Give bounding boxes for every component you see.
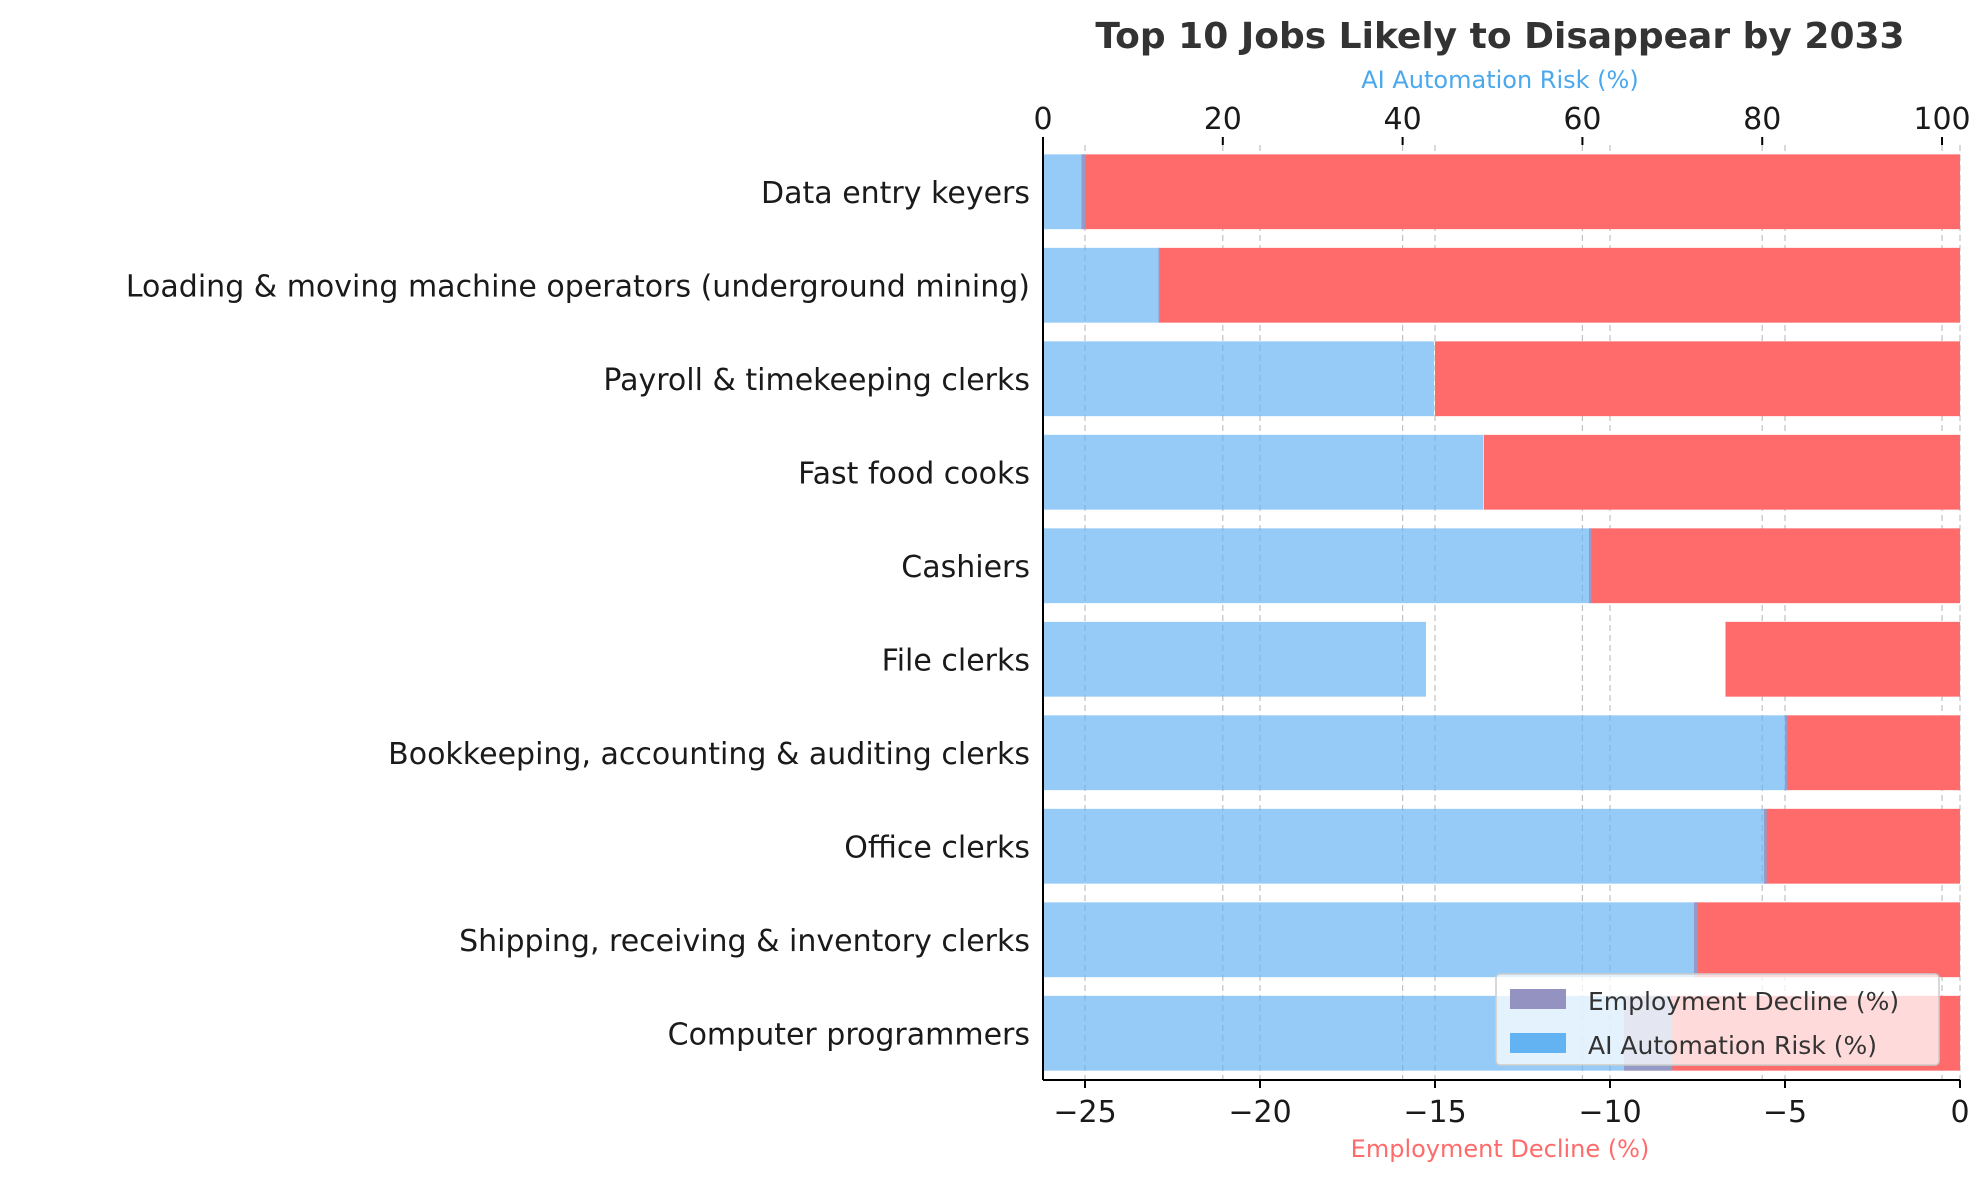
bar-employment-decline — [1694, 902, 1960, 978]
bar-ai-automation-risk — [1043, 902, 1698, 978]
bottom-tick-label: −25 — [1053, 1095, 1116, 1130]
bar-ai-automation-risk — [1043, 341, 1435, 417]
bottom-tick-label: −5 — [1763, 1095, 1807, 1130]
chart-title: Top 10 Jobs Likely to Disappear by 2033 — [1095, 16, 1904, 57]
category-label: Payroll & timekeeping clerks — [603, 363, 1030, 398]
legend-label-employment-decline: Employment Decline (%) — [1588, 987, 1899, 1016]
bottom-tick-label: −20 — [1228, 1095, 1291, 1130]
bar-employment-decline — [1081, 154, 1960, 230]
bar-employment-decline — [1725, 621, 1960, 697]
top-tick-label: 0 — [1033, 102, 1052, 137]
legend-label-ai-automation-risk: AI Automation Risk (%) — [1588, 1031, 1877, 1060]
bar-employment-decline — [1484, 434, 1960, 510]
category-label: Data entry keyers — [761, 176, 1030, 211]
category-label: Fast food cooks — [798, 456, 1030, 491]
category-label: Cashiers — [901, 550, 1030, 585]
bars — [1043, 154, 1960, 1071]
bar-ai-automation-risk — [1043, 434, 1484, 510]
category-label: Shipping, receiving & inventory clerks — [459, 924, 1030, 959]
bar-ai-automation-risk — [1043, 154, 1086, 230]
bar-ai-automation-risk — [1043, 528, 1592, 604]
category-labels: Data entry keyers Loading & moving machin… — [126, 176, 1030, 1053]
legend-swatch-employment-decline — [1510, 989, 1566, 1009]
bottom-tick-label: −15 — [1403, 1095, 1466, 1130]
legend-box — [1495, 973, 1940, 1066]
bar-employment-decline — [1158, 247, 1960, 323]
bar-ai-automation-risk — [1043, 808, 1767, 884]
top-tick-label: 40 — [1384, 102, 1422, 137]
bar-employment-decline — [1764, 808, 1960, 884]
category-label: Loading & moving machine operators (unde… — [126, 269, 1030, 304]
bar-employment-decline — [1785, 715, 1960, 791]
legend-swatch-ai-automation-risk — [1510, 1033, 1566, 1053]
top-axis-label: AI Automation Risk (%) — [1361, 66, 1638, 94]
top-tick-label: 80 — [1743, 102, 1781, 137]
category-label: Office clerks — [844, 830, 1030, 865]
bottom-axis-label: Employment Decline (%) — [1351, 1135, 1650, 1163]
top-tick-label: 20 — [1204, 102, 1242, 137]
bar-ai-automation-risk — [1043, 621, 1426, 697]
bar-employment-decline — [1435, 341, 1960, 417]
bar-employment-decline — [1589, 528, 1960, 604]
bar-ai-automation-risk — [1043, 715, 1788, 791]
category-label: Computer programmers — [668, 1017, 1030, 1052]
legend[interactable]: Employment Decline (%) AI Automation Ris… — [1495, 973, 1940, 1066]
bottom-tick-label: 0 — [1950, 1095, 1969, 1130]
top-tick-label: 100 — [1913, 102, 1970, 137]
axes: −25 −20 −15 −10 −5 0 0 20 40 60 80 100 — [1033, 102, 1970, 1130]
bar-ai-automation-risk — [1043, 247, 1160, 323]
top-tick-label: 60 — [1563, 102, 1601, 137]
bottom-tick-label: −10 — [1578, 1095, 1641, 1130]
category-label: Bookkeeping, accounting & auditing clerk… — [388, 737, 1030, 772]
category-label: File clerks — [882, 643, 1030, 678]
